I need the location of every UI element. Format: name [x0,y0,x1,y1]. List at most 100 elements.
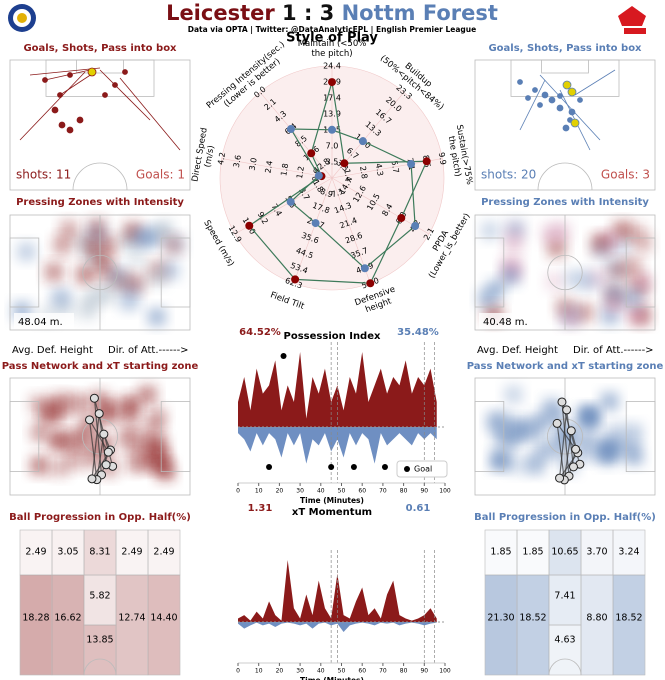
center-circle [547,254,583,291]
heat-cell [550,442,569,461]
radar-point [286,125,295,134]
zone-value: 3.70 [586,547,607,558]
pass-link [88,419,98,480]
player-node [94,409,104,419]
heat-cell [152,454,171,473]
x-tick-label: 70 [379,488,387,495]
attack-label: Dir. of Att.------> [573,345,654,356]
player-node [85,415,95,425]
heat-cell [600,392,619,411]
heat-cell [17,242,36,261]
radar-axis-label: Maintain (<50% the pitch) [298,39,367,59]
legend-label: Goal [414,465,432,474]
zone-value: 1.85 [522,547,543,558]
player-node [566,426,576,436]
heat-cell [138,385,157,404]
center-circle [547,418,583,455]
zone [147,574,181,676]
radar-axis-label: Defensiveheight [353,284,400,317]
heat-cell [148,268,167,287]
penalty-box [625,400,656,472]
goal-marker [381,464,388,470]
home-name: Leicester [166,1,275,25]
home-shots [19,67,181,151]
heat-cell [59,220,78,239]
section-title: Goals, Shots, Pass into box [23,43,177,54]
heat-cell [94,254,113,273]
heat-cell [504,385,523,404]
def-height: 40.48 m. [483,317,528,328]
player-node [562,405,572,415]
x-tick-label: 10 [255,488,263,495]
radar-tick: 3.0 [248,157,259,171]
radar-tick: 2.8 [358,165,369,179]
section-title: Pressing Zones with Intensity [481,197,649,208]
x-tick-label: 50 [338,668,346,675]
penalty-box [160,400,191,472]
penalty-box [474,400,505,472]
radar-point [411,222,420,230]
radar-point [311,219,320,228]
radar-axis [293,177,333,284]
radar-axis [221,158,333,179]
heat-cell [541,224,560,243]
heat-cell [561,308,580,327]
section-title: Ball Progression in Opp. Half(%) [474,512,656,523]
stat-home: 64.52% [239,327,281,338]
box-arc [83,658,117,676]
heat-cell [633,233,652,252]
zone [19,574,53,676]
radar-tick: 13.9 [323,110,341,119]
heat-cell [31,423,50,442]
def-label: Avg. Def. Height [12,345,93,356]
radar-tick: 1.8 [279,163,290,177]
x-tick-label: 30 [296,488,304,495]
heat-cell [604,284,623,303]
heat-cell [580,426,599,445]
heat-cell [525,420,544,439]
penalty-box [9,237,40,308]
zone-value: 18.52 [519,613,546,624]
heat-cell [575,303,594,322]
radar-point [407,160,416,169]
player-node [552,418,562,428]
radar-tick: 7.0 [326,142,339,151]
score: 1 : 3 [282,1,334,25]
x-tick-label: 30 [296,668,304,675]
x-tick-label: 100 [439,488,451,495]
def-label: Avg. Def. Height [477,345,558,356]
heat-cell [547,238,566,257]
heat-cell [127,273,146,292]
player-node [557,397,567,407]
area [238,622,437,632]
zone [612,529,646,576]
heat-cell [148,407,167,426]
zone-value: 5.82 [89,591,110,602]
pass-link [558,409,568,479]
heat-cell [488,411,507,430]
radar-point [314,171,323,180]
heat-cell [30,456,49,475]
zone [115,574,149,676]
six-yard-box [541,59,589,74]
radar-axis-label: Direct Speed(m/s) [190,127,219,184]
radar-point [366,279,375,288]
heat-cell [121,394,140,413]
heat-cell [506,219,525,238]
section-title: Ball Progression in Opp. Half(%) [9,512,191,523]
radar-point [397,214,406,222]
x-axis-label: Time (Minutes) [300,676,364,680]
zone-value: 18.28 [22,613,49,624]
radar-line [248,81,428,284]
x-axis-label: Time (Minutes) [300,496,364,505]
stat-away: 0.61 [406,503,431,514]
heat-cell [154,221,173,240]
radar-axis [259,92,333,179]
heat-cell [542,397,561,416]
heat-cell [50,458,69,477]
legend-box [396,460,448,478]
heat-cell [78,301,97,320]
penalty-box [160,237,191,308]
heat-cell [621,438,640,457]
center-circle [82,254,118,291]
